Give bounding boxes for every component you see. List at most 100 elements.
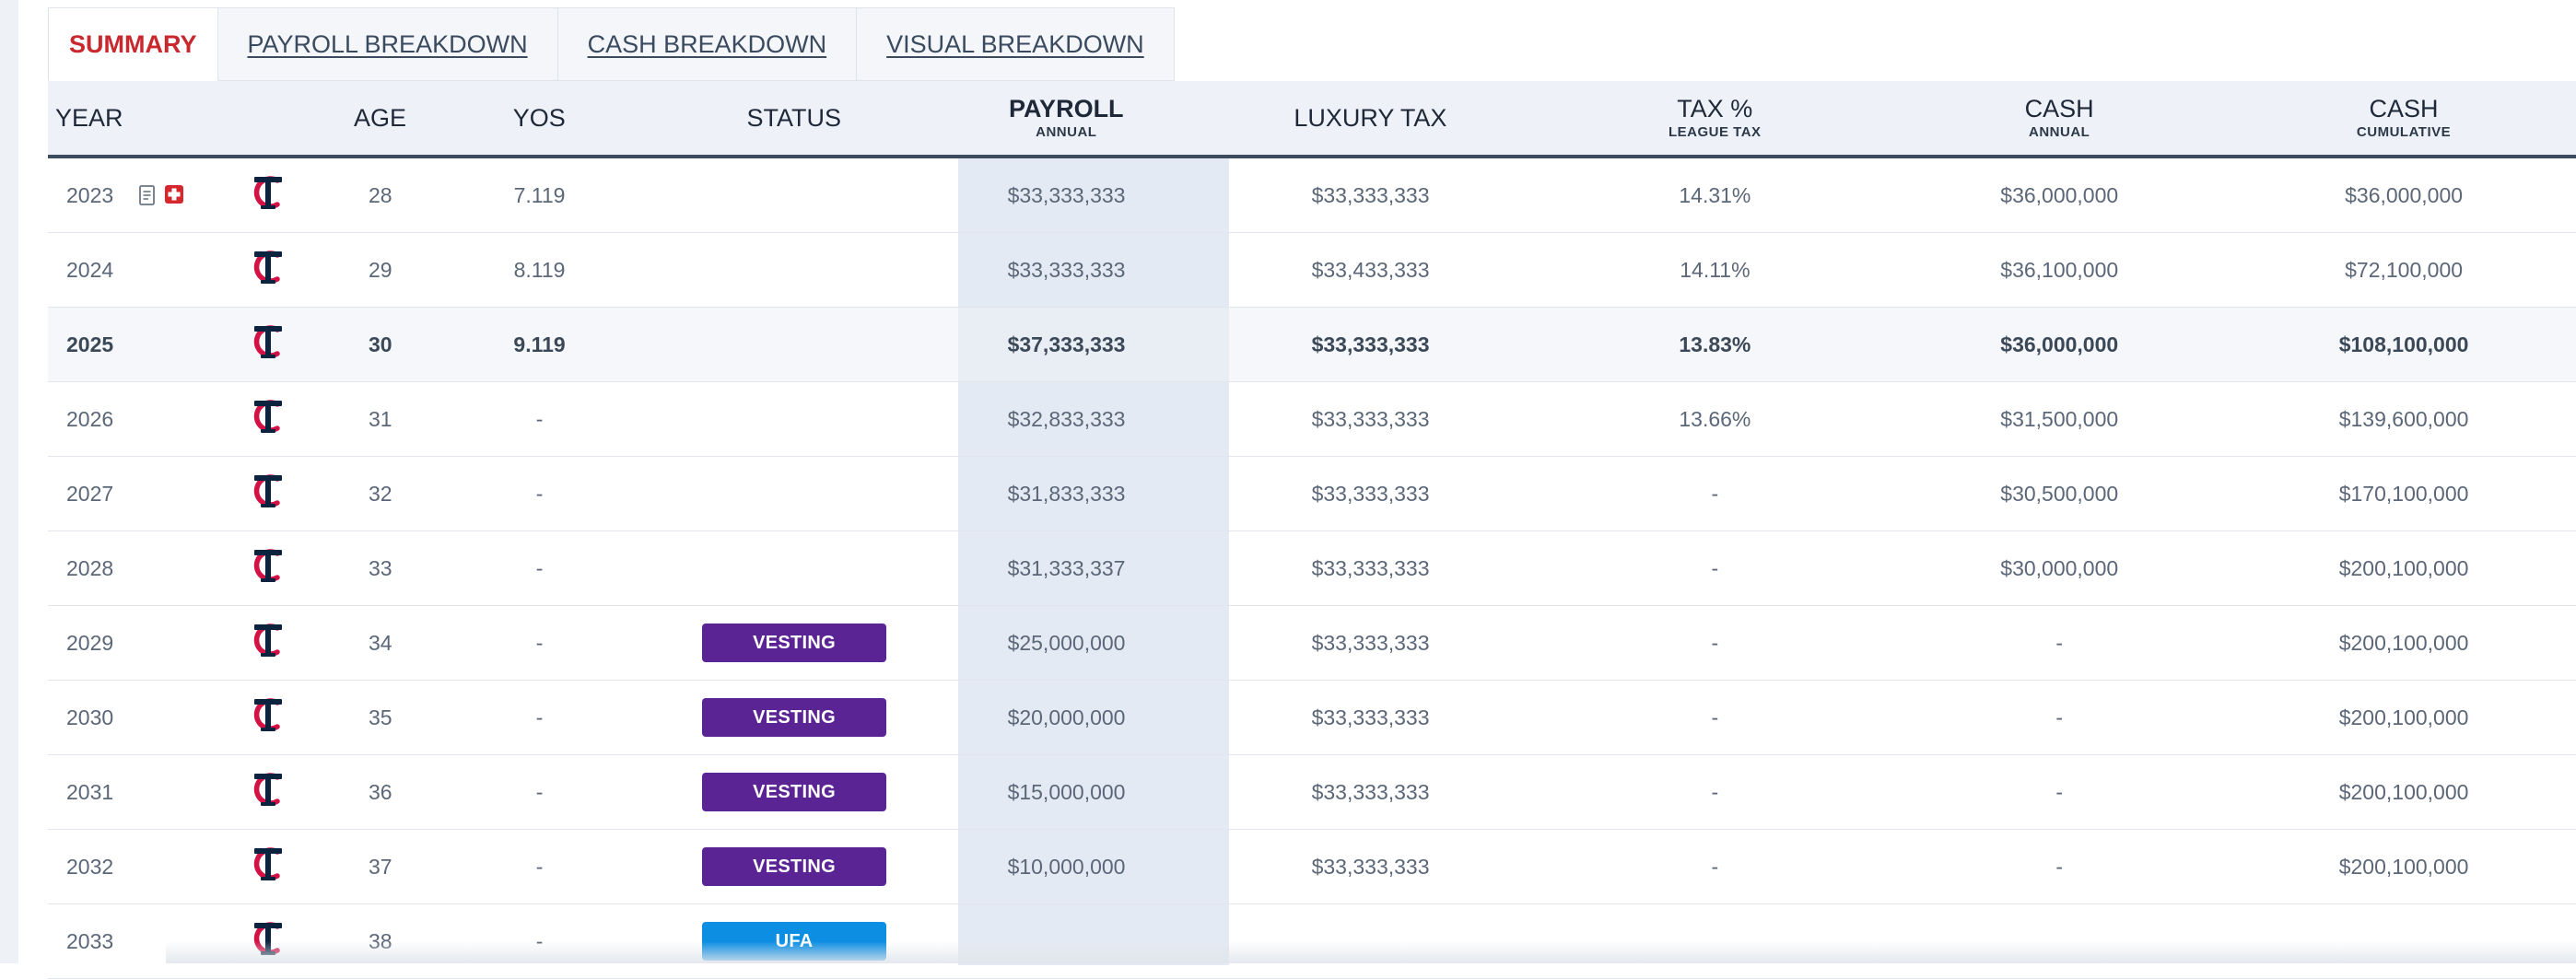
- row-age: 29: [368, 257, 392, 282]
- row-team: [201, 769, 335, 815]
- row-yos: 7.119: [513, 182, 566, 207]
- table-row: 2027 32 - $31,833,333 $33,333,333 - $30,500,00…: [48, 457, 2576, 531]
- tab-visual-breakdown[interactable]: VISUAL BREAKDOWN: [857, 7, 1175, 81]
- row-year: 2025: [66, 332, 114, 356]
- tab-summary[interactable]: SUMMARY: [48, 7, 218, 81]
- row-icons: [138, 184, 201, 206]
- row-tax-pct: 13.83%: [1679, 332, 1751, 356]
- row-payroll: $33,333,333: [1007, 182, 1126, 207]
- row-tax-pct: -: [1711, 854, 1719, 879]
- header-cash-cumulative-sub: CUMULATIVE: [2356, 123, 2452, 140]
- header-year[interactable]: YEAR: [55, 103, 123, 132]
- row-payroll: $37,333,333: [1007, 332, 1126, 356]
- row-year: 2024: [66, 257, 114, 282]
- row-age: 35: [368, 705, 392, 729]
- row-team: [201, 844, 335, 890]
- row-status: VESTING: [654, 624, 935, 662]
- row-cash-cumulative: $200,100,000: [2338, 854, 2469, 879]
- medical-cross-icon[interactable]: [164, 184, 186, 206]
- row-payroll: $31,333,337: [1007, 555, 1126, 580]
- row-yos: -: [535, 406, 544, 431]
- header-payroll-sub: ANNUAL: [1036, 123, 1097, 140]
- header-cash[interactable]: CASH ANNUAL: [1887, 96, 2231, 139]
- contract-summary-panel: SUMMARY PAYROLL BREAKDOWN CASH BREAKDOWN…: [48, 7, 2576, 979]
- header-payroll[interactable]: PAYROLL ANNUAL: [934, 96, 1198, 139]
- twins-tc-logo-icon: [249, 918, 287, 964]
- row-payroll: $10,000,000: [1007, 854, 1126, 879]
- row-yos: -: [535, 481, 544, 506]
- row-cash: -: [2055, 779, 2064, 804]
- row-cash: $30,000,000: [2000, 555, 2119, 580]
- twins-tc-logo-icon: [249, 247, 287, 293]
- tab-payroll-breakdown[interactable]: PAYROLL BREAKDOWN: [217, 7, 558, 81]
- table-row: 2031 36 - VESTING $15,000,000 $33,333,333 - - $2…: [48, 755, 2576, 830]
- row-cash-cumulative: $108,100,000: [2338, 332, 2469, 356]
- row-cash: -: [2055, 630, 2064, 655]
- document-icon[interactable]: [138, 184, 157, 206]
- row-year: 2027: [66, 481, 114, 506]
- row-luxury-tax: $33,333,333: [1311, 182, 1430, 207]
- row-luxury-tax: $33,333,333: [1311, 779, 1430, 804]
- header-cash-cumulative[interactable]: CASH CUMULATIVE: [2231, 96, 2576, 139]
- contract-table: YEAR AGE YOS STATUS PAYROLL ANNUAL LUXUR…: [48, 81, 2576, 979]
- header-status[interactable]: STATUS: [746, 103, 842, 132]
- row-age: 32: [368, 481, 392, 506]
- row-team: [201, 471, 335, 517]
- row-payroll: $25,000,000: [1007, 630, 1126, 655]
- row-luxury-tax: $33,333,333: [1311, 630, 1430, 655]
- row-year: 2028: [66, 555, 114, 580]
- table-row: 2024 29 8.119 $33,333,333 $33,433,333 14.11% $…: [48, 233, 2576, 308]
- row-yos: -: [535, 779, 544, 804]
- row-payroll: $20,000,000: [1007, 705, 1126, 729]
- row-year: 2029: [66, 630, 114, 655]
- twins-tc-logo-icon: [249, 321, 287, 367]
- row-yos: -: [535, 555, 544, 580]
- row-luxury-tax: $33,333,333: [1311, 481, 1430, 506]
- table-row: 2025 30 9.119 $37,333,333 $33,333,333 13.83% $…: [48, 308, 2576, 382]
- status-badge: VESTING: [702, 698, 887, 737]
- row-cash-cumulative: $200,100,000: [2338, 630, 2469, 655]
- row-team: [201, 321, 335, 367]
- twins-tc-logo-icon: [249, 471, 287, 517]
- row-cash: $36,000,000: [2000, 332, 2119, 356]
- twins-tc-logo-icon: [249, 172, 287, 218]
- row-cash-cumulative: $200,100,000: [2338, 779, 2469, 804]
- row-payroll: $33,333,333: [1007, 257, 1126, 282]
- twins-tc-logo-icon: [249, 844, 287, 890]
- row-payroll: $31,833,333: [1007, 481, 1126, 506]
- row-luxury-tax: $33,333,333: [1311, 555, 1430, 580]
- row-team: [201, 172, 335, 218]
- row-cash: $36,000,000: [2000, 182, 2119, 207]
- row-yos: 8.119: [513, 257, 566, 282]
- row-yos: 9.119: [513, 332, 566, 356]
- twins-tc-logo-icon: [249, 620, 287, 666]
- twins-tc-logo-icon: [249, 769, 287, 815]
- row-luxury-tax: $33,333,333: [1311, 332, 1430, 356]
- row-cash-cumulative: $200,100,000: [2338, 705, 2469, 729]
- tab-cash-breakdown[interactable]: CASH BREAKDOWN: [557, 7, 858, 81]
- row-age: 37: [368, 854, 392, 879]
- table-row: 2030 35 - VESTING $20,000,000 $33,333,333 - - $2…: [48, 681, 2576, 755]
- row-cash: -: [2055, 854, 2064, 879]
- row-age: 30: [368, 332, 392, 356]
- header-age[interactable]: AGE: [353, 103, 406, 132]
- table-row: 2032 37 - VESTING $10,000,000 $33,333,333 - - $2…: [48, 830, 2576, 904]
- row-luxury-tax: $33,433,333: [1311, 257, 1430, 282]
- row-team: [201, 620, 335, 666]
- row-yos: -: [535, 630, 544, 655]
- row-luxury-tax: $33,333,333: [1311, 854, 1430, 879]
- row-team: [201, 918, 335, 964]
- status-badge: VESTING: [702, 624, 887, 662]
- row-status: VESTING: [654, 773, 935, 811]
- row-age: 33: [368, 555, 392, 580]
- header-luxury-tax[interactable]: LUXURY TAX: [1294, 103, 1447, 132]
- row-tax-pct: -: [1711, 705, 1719, 729]
- row-year: 2033: [66, 928, 114, 953]
- status-badge: UFA: [702, 922, 887, 961]
- row-luxury-tax: $33,333,333: [1311, 406, 1430, 431]
- row-team: [201, 694, 335, 740]
- tab-bar: SUMMARY PAYROLL BREAKDOWN CASH BREAKDOWN…: [48, 7, 2576, 81]
- row-yos: -: [535, 928, 544, 953]
- header-yos[interactable]: YOS: [512, 103, 566, 132]
- header-tax-pct[interactable]: TAX % LEAGUE TAX: [1542, 96, 1887, 139]
